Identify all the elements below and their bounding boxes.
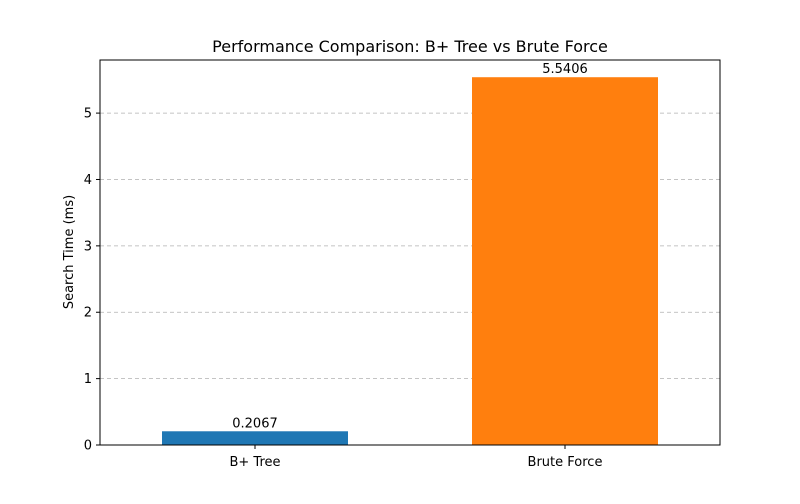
x-tick-label-b-tree: B+ Tree xyxy=(229,455,280,470)
bar-b-tree xyxy=(162,431,348,445)
data-label-b-tree: 0.2067 xyxy=(232,416,278,431)
chart-title: Performance Comparison: B+ Tree vs Brute… xyxy=(212,37,608,56)
y-axis-ticks: 0 1 2 3 4 5 xyxy=(84,107,100,454)
grid-lines xyxy=(100,112,720,380)
y-tick-label-2: 2 xyxy=(84,306,92,321)
y-axis-label: Search Time (ms) xyxy=(62,195,77,309)
y-tick-label-4: 4 xyxy=(84,173,92,188)
y-tick-label-5: 5 xyxy=(84,107,92,122)
bar-brute-force xyxy=(472,77,658,445)
data-label-brute-force: 5.5406 xyxy=(542,62,588,77)
y-tick-label-1: 1 xyxy=(84,372,92,387)
plot-frame xyxy=(99,59,721,446)
bars xyxy=(162,77,658,445)
x-tick-label-brute-force: Brute Force xyxy=(528,455,603,470)
y-tick-label-3: 3 xyxy=(84,239,92,254)
x-axis-ticks: B+ Tree Brute Force xyxy=(229,445,602,470)
y-tick-label-0: 0 xyxy=(84,439,92,454)
data-labels: 0.2067 5.5406 xyxy=(232,62,588,431)
